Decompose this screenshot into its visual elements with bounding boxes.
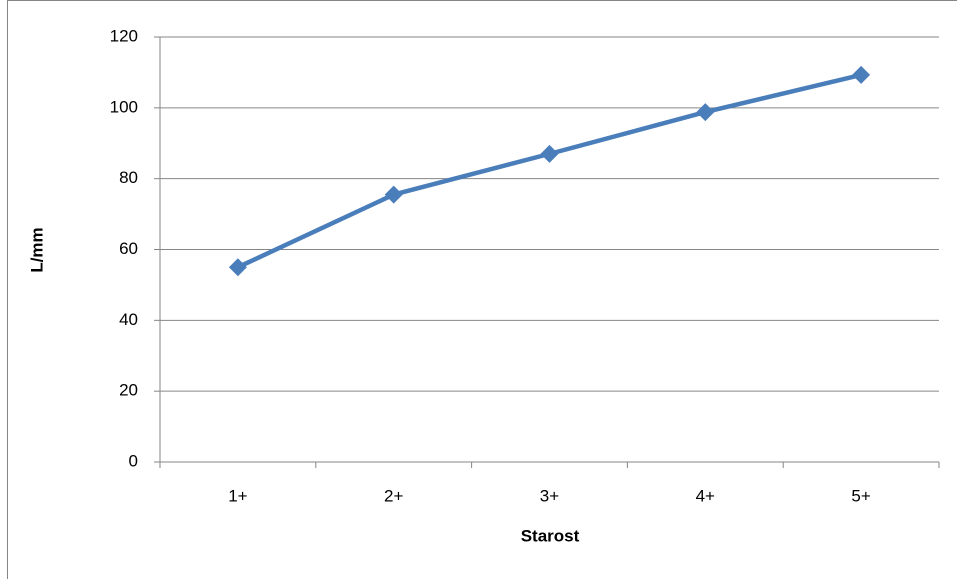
x-tick-label: 2+ bbox=[384, 486, 403, 505]
y-tick-label: 60 bbox=[119, 239, 138, 258]
x-tick-label: 4+ bbox=[696, 486, 715, 505]
data-marker bbox=[384, 185, 403, 204]
x-axis-label: Starost bbox=[521, 526, 580, 545]
y-tick-label: 20 bbox=[119, 381, 138, 400]
chart-frame bbox=[7, 0, 957, 579]
x-tick-label: 5+ bbox=[851, 486, 870, 505]
y-tick-label: 100 bbox=[110, 97, 138, 116]
data-marker bbox=[540, 144, 559, 163]
data-marker bbox=[696, 103, 715, 122]
x-tick-label: 3+ bbox=[540, 486, 559, 505]
y-tick-label: 0 bbox=[129, 451, 138, 470]
data-marker bbox=[852, 65, 871, 84]
y-tick-label: 80 bbox=[119, 168, 138, 187]
data-marker bbox=[228, 258, 247, 277]
y-tick-label: 120 bbox=[110, 26, 138, 45]
y-tick-label: 40 bbox=[119, 310, 138, 329]
x-tick-label: 1+ bbox=[228, 486, 247, 505]
y-axis-label: L/mm bbox=[27, 227, 46, 272]
